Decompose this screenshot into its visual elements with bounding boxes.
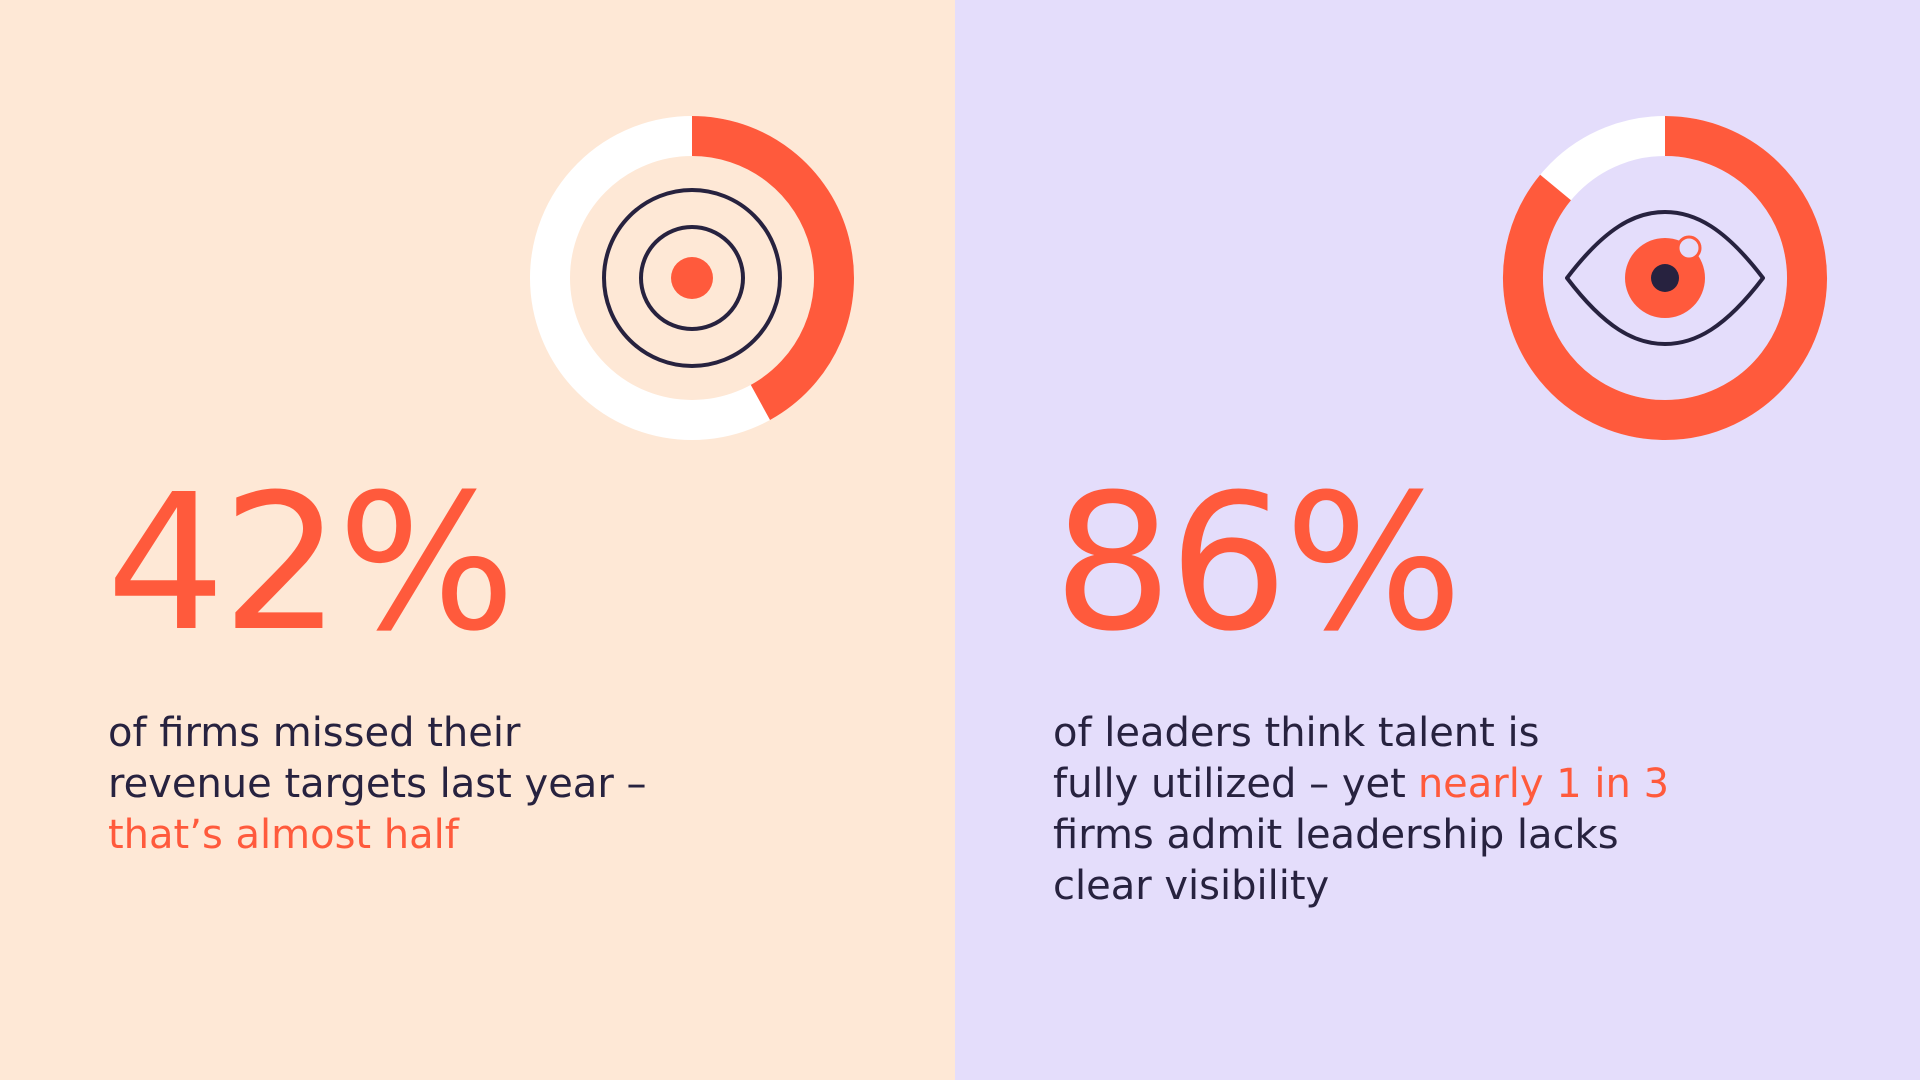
stat-description: of firms missed their revenue targets las… (108, 708, 646, 861)
text-line: that’s almost half (108, 810, 646, 861)
highlight-text: that’s almost half (108, 812, 459, 858)
body-text: fully utilized – yet (1053, 761, 1406, 807)
donut-chart (530, 116, 854, 440)
stat-panel: 86% of leaders think talent is fully util… (955, 0, 1920, 1080)
body-text: firms admit leadership lacks (1053, 812, 1619, 858)
text-line: revenue targets last year – (108, 759, 646, 810)
eye-icon (1565, 210, 1765, 346)
body-text: clear visibility (1053, 863, 1330, 909)
highlight-text: nearly 1 in 3 (1417, 761, 1670, 807)
stat-panel: 42% of firms missed their revenue targets… (0, 0, 955, 1080)
body-text: revenue targets last year – (108, 761, 647, 807)
target-icon (602, 188, 782, 368)
text-line: clear visibility (1053, 861, 1669, 912)
stat-value: 42% (106, 454, 516, 673)
stat-value: 86% (1053, 454, 1463, 673)
stat-description: of leaders think talent is fully utilized… (1053, 708, 1669, 912)
donut-arc (691, 116, 854, 420)
body-text: of leaders think talent is (1053, 710, 1540, 756)
body-text: of firms missed their (108, 710, 521, 756)
text-line: fully utilized – yet nearly 1 in 3 (1053, 759, 1669, 810)
donut-arc (1503, 116, 1827, 440)
text-line: of firms missed their (108, 708, 646, 759)
text-line: of leaders think talent is (1053, 708, 1669, 759)
text-line: firms admit leadership lacks (1053, 810, 1669, 861)
donut-chart (1503, 116, 1827, 440)
